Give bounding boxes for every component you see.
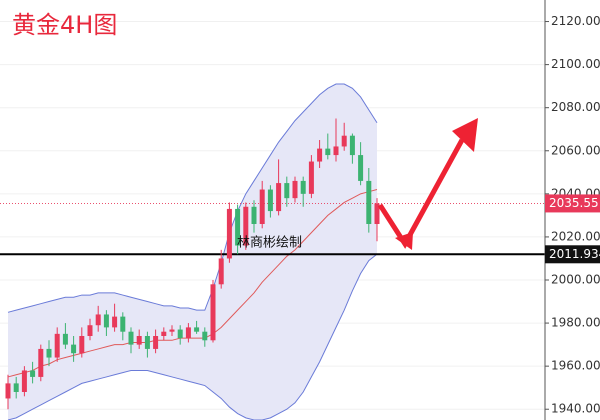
- candle-body: [161, 331, 167, 336]
- annotation: 林商彬绘制: [237, 236, 302, 251]
- candle-body: [128, 331, 134, 345]
- arrow-head: [452, 118, 478, 152]
- candle-body: [71, 344, 77, 354]
- y-tick-label: 2080.00: [551, 100, 600, 114]
- price-tag: [545, 194, 600, 213]
- current-price-label: 2035.55: [549, 196, 599, 210]
- candle-body: [54, 333, 60, 358]
- candle-body: [79, 336, 85, 354]
- mark-layer: [5, 118, 380, 410]
- band-lower: [7, 253, 378, 420]
- candle-body: [194, 327, 200, 332]
- candle-body: [267, 189, 273, 212]
- candle-body: [112, 316, 118, 328]
- candle-body: [349, 135, 355, 156]
- candle-body: [366, 180, 372, 224]
- band-upper: [7, 83, 378, 313]
- candle-body: [103, 314, 109, 328]
- arrow: [377, 118, 478, 250]
- support-label: 2011.934: [549, 247, 600, 261]
- candle-body: [87, 325, 93, 336]
- candle-body: [341, 135, 347, 147]
- candle-body: [210, 284, 216, 341]
- y-tick-label: 2060.00: [551, 143, 600, 157]
- candle-body: [38, 348, 44, 377]
- candle-body: [30, 370, 36, 377]
- candle-body: [333, 146, 339, 156]
- candle-body: [358, 155, 364, 181]
- candle-body: [169, 329, 175, 332]
- band-middle: [7, 189, 378, 378]
- candle-body: [153, 336, 159, 349]
- y-tick-label: 1960.00: [551, 359, 600, 373]
- candle-body: [202, 331, 208, 341]
- y-tick-label: 2100.00: [551, 57, 600, 71]
- y-tick-label: 1980.00: [551, 316, 600, 330]
- candle-body: [284, 183, 290, 199]
- candle-body: [374, 203, 380, 224]
- candle-body: [218, 258, 224, 285]
- candle-body: [276, 183, 282, 212]
- chart-title: 黄金4H图: [12, 11, 117, 39]
- candle-body: [177, 329, 183, 339]
- y-tick-label: 2120.00: [551, 14, 600, 28]
- candle-body: [317, 148, 323, 162]
- candle-body: [5, 383, 11, 399]
- candle-body: [185, 327, 191, 339]
- price-tag: [545, 245, 600, 264]
- arrow-joint: [395, 232, 413, 250]
- candle-body: [136, 336, 142, 345]
- candle-body: [46, 348, 52, 358]
- candle-body: [243, 206, 249, 246]
- candle-body: [325, 148, 331, 156]
- y-tick-label: 1940.00: [551, 402, 600, 416]
- arrow-line: [377, 138, 465, 249]
- y-tick-label: 2000.00: [551, 273, 600, 287]
- candle-body: [120, 316, 126, 332]
- candle-body: [13, 383, 19, 392]
- candle-body: [226, 208, 232, 259]
- candle-body: [292, 180, 298, 199]
- candle-body: [21, 370, 27, 392]
- candle-body: [308, 161, 314, 194]
- candle-body: [235, 208, 241, 246]
- plot-layer: [0, 21, 545, 420]
- candle-body: [62, 333, 68, 345]
- candle-body: [259, 189, 265, 224]
- candle-body: [144, 336, 150, 349]
- y-tick-label: 2020.00: [551, 229, 600, 243]
- candle-body: [251, 206, 257, 224]
- candle-body: [95, 314, 101, 326]
- candle-body: [300, 180, 306, 194]
- band-fill: [8, 84, 377, 420]
